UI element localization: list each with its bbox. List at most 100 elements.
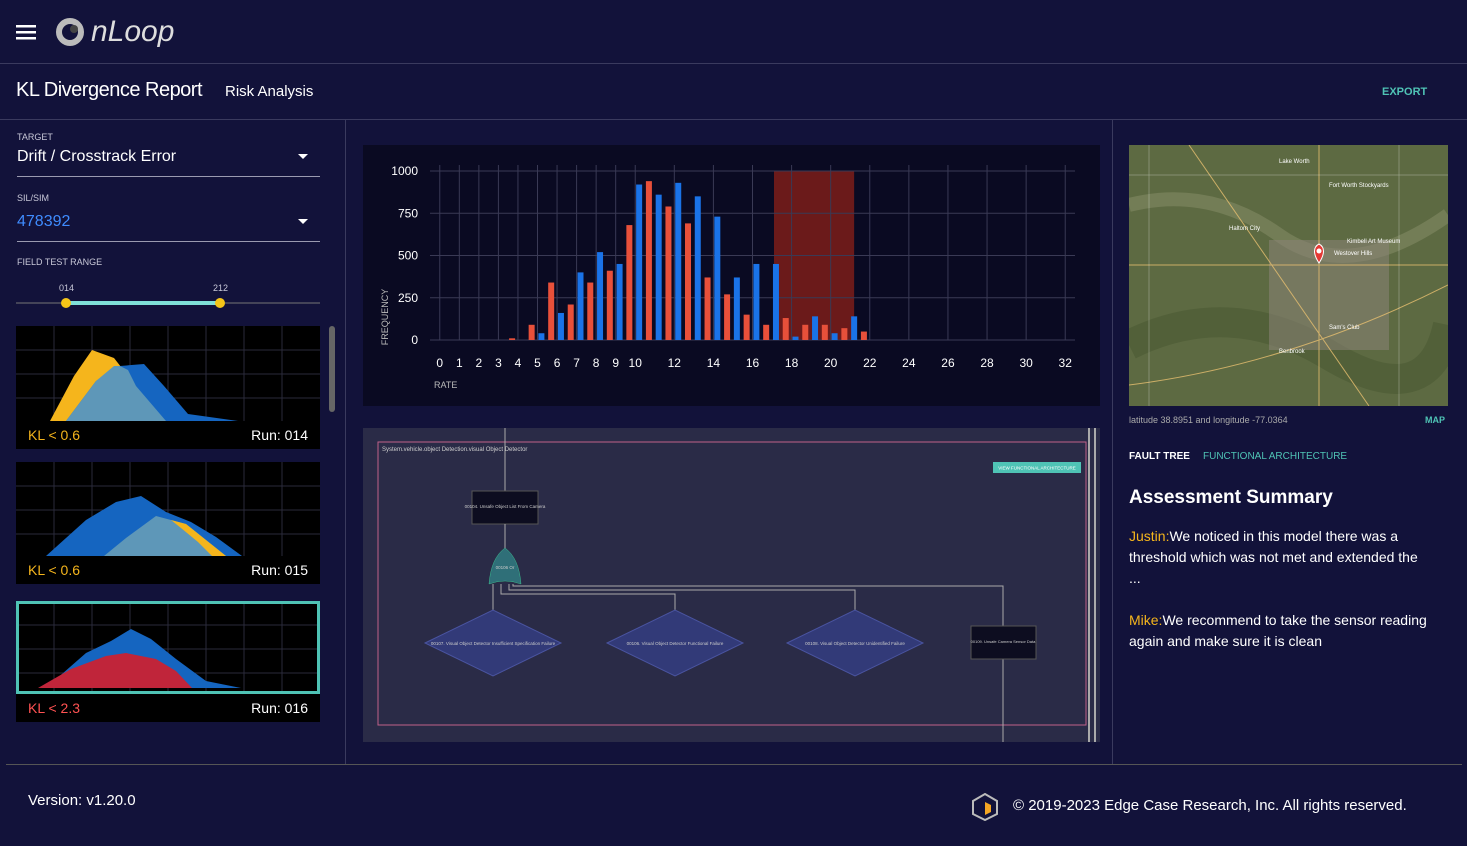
run-chart [16,326,320,421]
run-number: 016 [284,700,308,716]
logo-icon [56,18,84,46]
x-tick-label: 26 [941,356,955,370]
map-caption: latitude 38.8951 and longitude -77.0364 [1129,415,1288,425]
comment: Mike:We recommend to take the sensor rea… [1129,610,1429,652]
bar [831,333,838,340]
bar [645,181,652,340]
copyright: © 2019-2023 Edge Case Research, Inc. All… [1013,797,1407,814]
run-chart [16,601,320,694]
bar [714,216,721,340]
comment-author: Mike: [1129,612,1163,628]
node-label: 00107. Visual Object Detector Insufficie… [431,641,556,646]
bar [626,225,633,340]
bar [802,324,809,340]
y-axis-label: FREQUENCY [380,289,390,346]
divider [0,119,1467,120]
x-tick-label: 8 [593,356,600,370]
run-number: 014 [284,427,308,443]
target-value: Drift / Crosstrack Error [17,148,177,165]
kl-value: KL < 2.3 [28,700,81,716]
bar [616,263,623,340]
x-tick-label: 0 [436,356,443,370]
export-button[interactable]: EXPORT [1382,86,1428,98]
bar [772,263,779,340]
x-tick-label: 24 [902,356,916,370]
map-place: Kimbell Art Museum [1347,239,1400,245]
run-card[interactable]: KL < 2.3 Run: 016 [16,601,320,722]
node-label: 00106 Or [496,565,515,570]
bar [548,282,555,340]
summary-heading: Assessment Summary [1129,487,1333,508]
divider [0,63,1467,64]
x-tick-label: 28 [980,356,994,370]
bar [509,338,516,340]
map-place: Haltom City [1229,226,1260,232]
version: Version: v1.20.0 [28,792,136,809]
run-card[interactable]: KL < 0.6 Run: 014 [16,326,320,449]
y-tick-label: 750 [398,206,418,220]
divider [345,120,346,764]
x-tick-label: 1 [456,356,463,370]
comment-text: We recommend to take the sensor reading … [1129,612,1427,649]
node-label: 00106. Visual Object Detector Functional… [627,641,724,646]
bar [851,316,858,340]
y-tick-label: 500 [398,249,418,263]
bar [675,182,682,340]
map[interactable]: Lake Worth Fort Worth Stockyards Haltom Ci… [1129,145,1448,406]
range-label: FIELD TEST RANGE [17,257,103,267]
sim-value: 478392 [17,213,71,230]
button-label: VIEW FUNCTIONAL ARCHITECTURE [998,466,1076,471]
tab[interactable]: FAULT TREE [1129,451,1190,462]
scrollbar[interactable] [1088,428,1090,742]
bar [636,184,643,340]
node[interactable] [970,625,1037,660]
map-place: Lake Worth [1279,159,1310,165]
x-tick-label: 10 [629,356,643,370]
bar [567,304,574,340]
node[interactable] [471,490,539,525]
bar [655,194,662,340]
run-number: 015 [284,562,308,578]
kl-value: KL < 0.6 [28,562,81,578]
x-axis-label: RATE [434,380,457,390]
view-architecture-button[interactable] [993,462,1081,473]
node-label: 00108. Visual Object Detector Unidentifi… [805,641,905,646]
menu-icon[interactable] [16,22,38,42]
comment-author: Justin: [1129,528,1170,544]
fault-tree: System.vehicle.object Detection.visual O… [363,428,1100,742]
bar [597,252,604,340]
y-tick-label: 1000 [391,164,418,178]
x-tick-label: 7 [573,356,580,370]
range-end: 212 [213,283,229,293]
scrollbar[interactable] [1094,428,1096,742]
scrollbar[interactable] [329,326,335,412]
bar [694,196,701,340]
run-card[interactable]: KL < 0.6 Run: 015 [16,462,320,584]
y-tick-label: 250 [398,291,418,305]
bar [538,333,545,340]
range-slider[interactable] [16,296,322,310]
diamonds [423,609,925,677]
bar [743,314,750,340]
tab[interactable]: FUNCTIONAL ARCHITECTURE [1203,451,1348,462]
comment-text: We noticed in this model there was a thr… [1129,528,1418,586]
range-start: 014 [59,283,75,293]
x-tick-label: 16 [746,356,760,370]
page-title: KL Divergence Report [16,79,203,101]
map-place: Sam's Club [1329,325,1360,331]
or-gate[interactable] [488,547,522,585]
sim-select[interactable]: 478392 [17,213,320,242]
bar [792,336,799,340]
target-label: TARGET [17,132,53,142]
bar [821,324,828,340]
x-tick-label: 5 [534,356,541,370]
node-label: 00109. Unsafe Camera Sensor Data [971,639,1036,644]
bar [606,270,613,340]
bar [763,324,770,340]
map-place: Fort Worth Stockyards [1329,183,1389,189]
bar [841,328,848,340]
target-select[interactable]: Drift / Crosstrack Error [17,148,320,177]
x-tick-label: 22 [863,356,877,370]
map-link[interactable]: MAP [1425,415,1445,425]
divider [6,764,1462,765]
